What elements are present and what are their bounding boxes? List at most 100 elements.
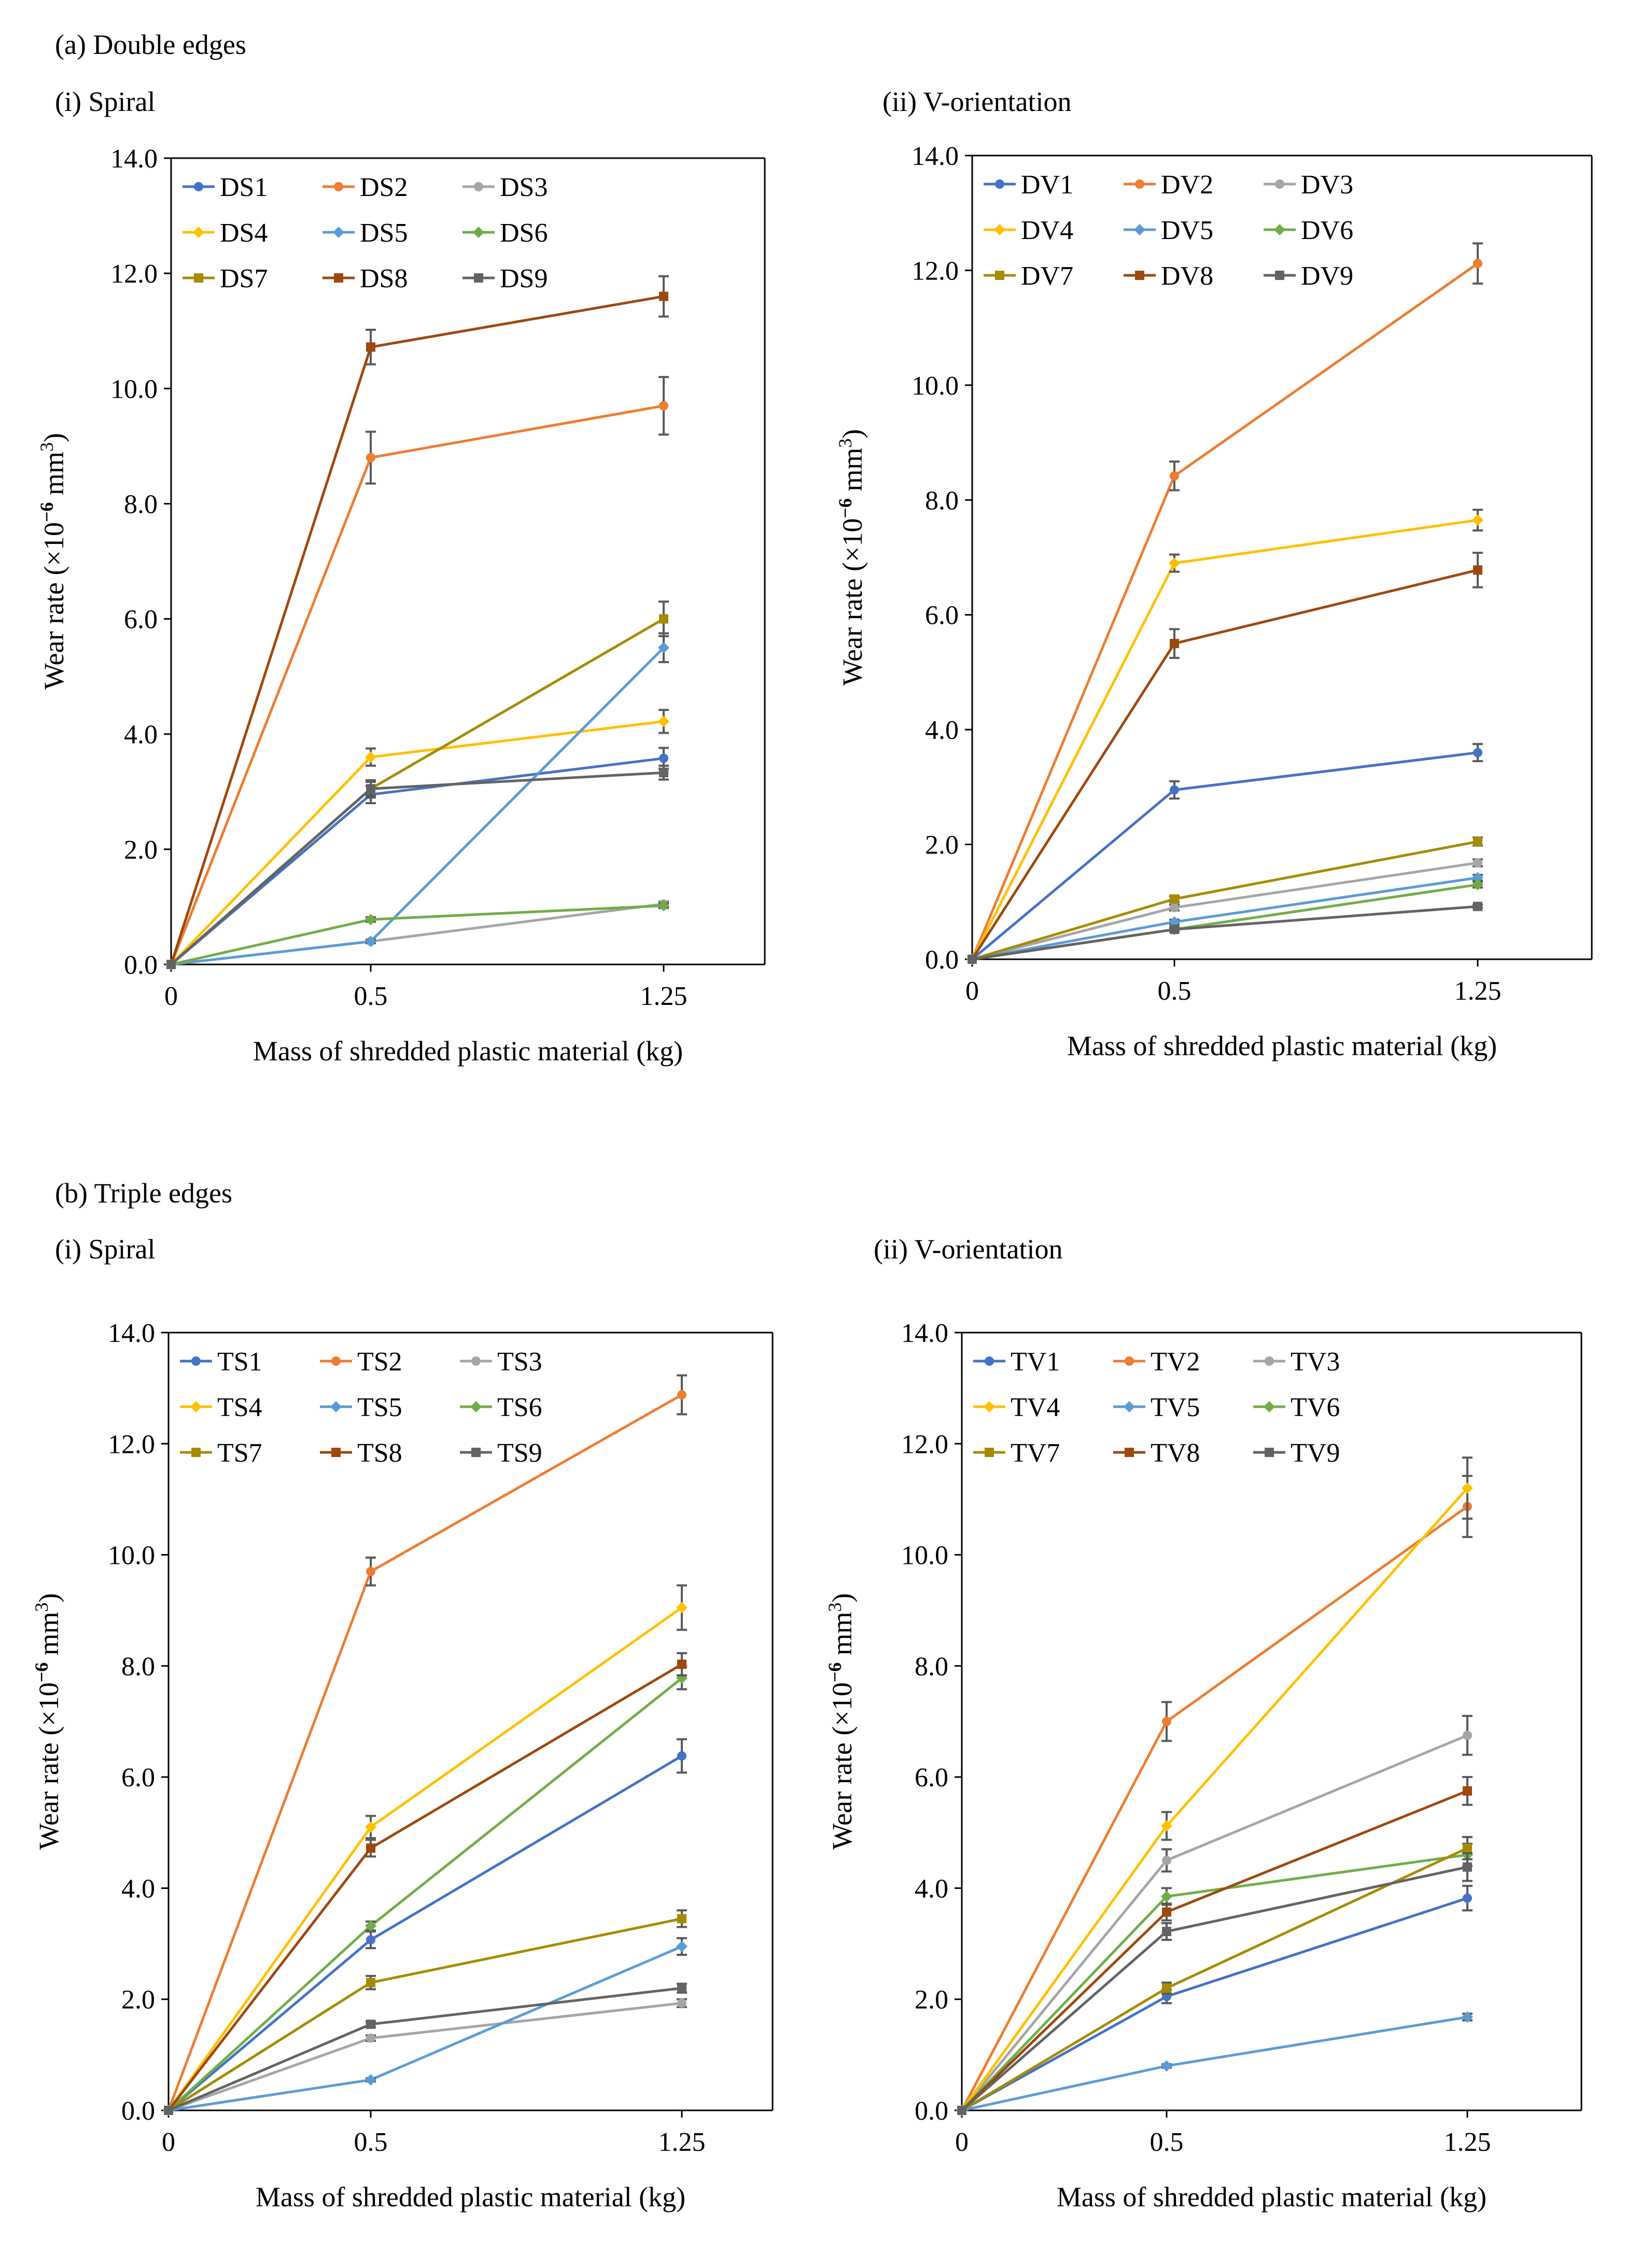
data-point [365, 1821, 376, 1833]
y-tick-label: 10.0 [110, 374, 158, 404]
y-tick-label: 14.0 [110, 144, 158, 174]
data-point [1170, 894, 1179, 904]
legend-label: TS4 [217, 1393, 262, 1422]
data-point [164, 2106, 173, 2115]
data-point [1473, 837, 1482, 847]
y-tick-label: 8.0 [121, 1652, 155, 1682]
legend-label: DV4 [1021, 216, 1073, 245]
series-tv5 [956, 2011, 1473, 2116]
series-line [170, 404, 664, 965]
data-point [1473, 565, 1482, 575]
x-tick-label: 1.25 [658, 2127, 706, 2157]
data-point [677, 1390, 686, 1399]
data-point [968, 955, 977, 964]
legend-label: DV1 [1021, 170, 1073, 200]
x-tick-label: 0 [164, 982, 178, 1011]
series-line [961, 1866, 1468, 2111]
legend-marker [194, 273, 203, 283]
y-axis-title: Wear rate (×10−6 mm3) [31, 1593, 64, 1850]
data-point [658, 716, 669, 727]
legend: DS1 DS2 DS3 DS4 DS5 DS6 DS7 DS8 DS9 [183, 173, 548, 293]
y-tick-label: 6.0 [124, 605, 158, 635]
data-point [676, 1940, 688, 1952]
legend-marker [985, 1448, 994, 1457]
legend-label: TV3 [1291, 1347, 1340, 1377]
legend-item-ds2: DS2 [323, 173, 408, 202]
legend-item-ds3: DS3 [462, 173, 548, 202]
y-tick-label: 2.0 [925, 831, 959, 860]
data-point [1161, 1891, 1172, 1902]
data-point [658, 642, 669, 654]
legend-item-tv6: TV6 [1253, 1393, 1340, 1422]
legend-marker [985, 1356, 994, 1366]
data-point [677, 1751, 686, 1761]
legend-item-tv8: TV8 [1113, 1438, 1200, 1468]
data-point [676, 1602, 688, 1614]
data-point [1162, 1855, 1171, 1865]
series-line [961, 1789, 1468, 2111]
legend-label: TS1 [217, 1347, 262, 1377]
legend-item-ts6: TS6 [460, 1393, 542, 1422]
legend-marker [1134, 224, 1145, 235]
y-tick-label: 2.0 [124, 835, 158, 865]
y-tick-label: 6.0 [121, 1763, 155, 1793]
series-tv7 [957, 1836, 1473, 2115]
data-point [1463, 1893, 1472, 1903]
legend-item-dv2: DV2 [1124, 170, 1213, 200]
y-tick-label: 4.0 [121, 1874, 155, 1903]
x-tick-label: 0.5 [354, 982, 388, 1011]
legend: TS1 TS2 TS3 TS4 TS5 TS6 TS7 TS8 TS9 [180, 1347, 542, 1468]
legend-item-dv6: DV6 [1264, 216, 1353, 245]
data-point [1462, 2011, 1473, 2023]
section-b-label: (b) Triple edges [55, 1178, 232, 1209]
y-tick-label: 12.0 [108, 1430, 155, 1459]
x-axis-title: Mass of shredded plastic material (kg) [1067, 1030, 1497, 1061]
panel-b-ii-label: (ii) V-orientation [874, 1234, 1063, 1265]
data-point [366, 1843, 375, 1853]
legend-label: DV8 [1161, 261, 1213, 291]
data-point [1463, 1730, 1472, 1740]
data-point [957, 2106, 966, 2115]
legend-label: DS2 [360, 173, 408, 202]
data-point [659, 291, 668, 301]
chart-triple-spiral: 0.0 2.0 4.0 6.0 8.0 10.0 12.0 14.0 0 0.5 1.25 Mass … [31, 1319, 774, 2213]
legend-marker [474, 273, 483, 283]
data-point [1162, 1717, 1171, 1726]
data-point [1170, 639, 1179, 649]
y-tick-label: 8.0 [124, 489, 158, 519]
series-line [170, 757, 664, 965]
data-point [366, 1978, 375, 1987]
y-tick-label: 0.0 [124, 950, 158, 980]
legend-marker [470, 1401, 482, 1412]
y-tick-label: 12.0 [912, 256, 959, 286]
legend-marker [995, 179, 1004, 189]
legend-marker [331, 1356, 341, 1366]
y-axis-title: Wear rate (×10−6 mm3) [835, 429, 868, 686]
series-tv2 [957, 1475, 1473, 2115]
panel-a-i-label: (i) Spiral [55, 86, 156, 117]
data-point [365, 935, 376, 947]
data-point [659, 768, 668, 778]
legend-label: DS4 [220, 218, 268, 248]
legend-item-dv4: DV4 [984, 216, 1073, 245]
series-dv4 [966, 509, 1483, 965]
legend-label: TV8 [1151, 1438, 1200, 1468]
legend: DV1 DV2 DV3 DV4 DV5 DV6 DV7 DV8 DV9 [984, 170, 1353, 291]
legend-marker [1135, 179, 1144, 189]
series-ts1 [164, 1738, 687, 2115]
data-point [1463, 1843, 1472, 1853]
data-point [1472, 879, 1483, 891]
legend-marker [1125, 1448, 1134, 1457]
series-line [170, 295, 664, 965]
series-line [168, 1986, 682, 2112]
series-line [170, 720, 664, 965]
data-point [1463, 1862, 1472, 1872]
y-tick-label: 4.0 [124, 720, 158, 750]
legend-item-ds9: DS9 [462, 264, 548, 293]
series-ds5 [165, 632, 669, 970]
legend-label: TV5 [1151, 1393, 1200, 1422]
data-point [658, 900, 669, 912]
legend-marker [330, 1401, 342, 1412]
legend-item-dv3: DV3 [1264, 170, 1353, 200]
legend-item-tv4: TV4 [973, 1393, 1060, 1422]
